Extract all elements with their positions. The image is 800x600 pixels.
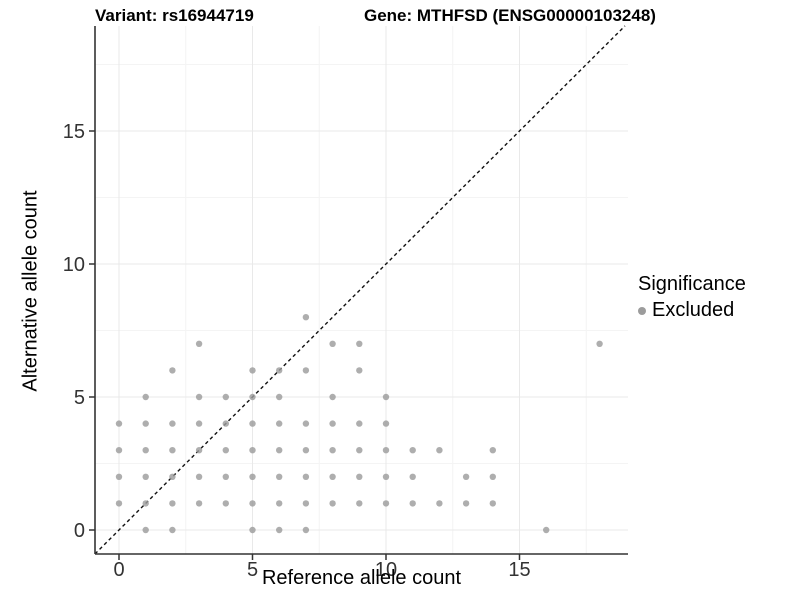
data-point xyxy=(409,447,416,454)
data-point xyxy=(222,447,229,454)
data-point xyxy=(356,447,363,454)
data-point xyxy=(222,420,229,427)
data-point xyxy=(356,473,363,480)
x-tick-label: 0 xyxy=(113,559,124,581)
data-point xyxy=(169,473,176,480)
legend-point-icon xyxy=(638,306,646,315)
data-point xyxy=(115,447,123,454)
data-point xyxy=(543,526,550,534)
data-point xyxy=(249,500,256,507)
data-point xyxy=(276,526,283,534)
x-tick-label: 10 xyxy=(375,559,397,581)
data-point xyxy=(195,473,203,480)
legend: Significance Excluded xyxy=(638,273,746,322)
data-point xyxy=(382,473,390,480)
data-point xyxy=(276,420,283,427)
plot-title-gene: Gene: MTHFSD (ENSG00000103248) xyxy=(364,6,656,25)
legend-item-excluded: Excluded xyxy=(638,299,746,322)
y-tick-label: 5 xyxy=(74,387,85,409)
data-point xyxy=(329,393,336,401)
legend-title: Significance xyxy=(638,273,746,295)
y-tick-label: 15 xyxy=(63,121,85,143)
data-point xyxy=(249,393,256,401)
data-point xyxy=(115,500,123,507)
data-point xyxy=(382,500,390,507)
data-point xyxy=(596,340,603,347)
data-point xyxy=(115,473,123,480)
data-point xyxy=(195,420,203,427)
data-point xyxy=(169,420,176,427)
data-point xyxy=(249,526,256,534)
data-point xyxy=(329,340,336,347)
data-point xyxy=(249,447,256,454)
data-point xyxy=(195,340,203,347)
data-point xyxy=(249,473,256,480)
data-point xyxy=(222,473,229,480)
data-point xyxy=(489,473,496,480)
data-point xyxy=(195,393,203,401)
data-point xyxy=(169,447,176,454)
data-point xyxy=(302,367,310,374)
data-point xyxy=(302,420,310,427)
data-point xyxy=(302,447,310,454)
data-point xyxy=(329,473,336,480)
data-point xyxy=(329,500,336,507)
data-point xyxy=(276,393,283,401)
data-point xyxy=(489,447,496,454)
data-point xyxy=(276,473,283,480)
data-point xyxy=(195,447,203,454)
data-point xyxy=(249,367,256,374)
data-point xyxy=(302,526,310,534)
data-point xyxy=(115,420,123,427)
x-tick-label: 15 xyxy=(508,559,530,581)
data-point xyxy=(356,500,363,507)
y-tick-label: 10 xyxy=(63,254,85,276)
data-point xyxy=(142,393,149,401)
data-point xyxy=(356,367,363,374)
data-point xyxy=(489,500,496,507)
data-point xyxy=(276,500,283,507)
data-point xyxy=(302,500,310,507)
data-point xyxy=(462,500,470,507)
data-point xyxy=(382,420,390,427)
data-point xyxy=(436,447,443,454)
y-tick-label: 0 xyxy=(74,520,85,542)
data-point xyxy=(462,473,470,480)
data-point xyxy=(409,473,416,480)
plot-title-variant: Variant: rs16944719 xyxy=(95,6,254,25)
y-axis-title: Alternative allele count xyxy=(19,190,42,392)
data-point xyxy=(276,367,283,374)
data-point xyxy=(302,314,310,321)
data-point xyxy=(329,420,336,427)
data-point xyxy=(249,420,256,427)
data-point xyxy=(276,447,283,454)
data-point xyxy=(382,447,390,454)
data-point xyxy=(142,526,149,534)
data-point xyxy=(142,473,149,480)
data-point xyxy=(142,420,149,427)
data-point xyxy=(356,420,363,427)
legend-item-label: Excluded xyxy=(652,299,735,321)
data-point xyxy=(142,500,149,507)
data-point xyxy=(302,473,310,480)
data-point xyxy=(329,447,336,454)
data-point xyxy=(169,367,176,374)
data-point xyxy=(169,500,176,507)
identity-line xyxy=(94,25,626,555)
data-point xyxy=(222,500,229,507)
x-tick-label: 5 xyxy=(247,559,258,581)
x-axis-title: Reference allele count xyxy=(261,567,461,589)
data-point xyxy=(142,447,149,454)
data-point xyxy=(382,393,390,401)
data-point xyxy=(409,500,416,507)
data-point xyxy=(356,340,363,347)
data-point xyxy=(222,393,229,401)
data-point xyxy=(169,526,176,534)
data-point xyxy=(195,500,203,507)
data-point xyxy=(436,500,443,507)
